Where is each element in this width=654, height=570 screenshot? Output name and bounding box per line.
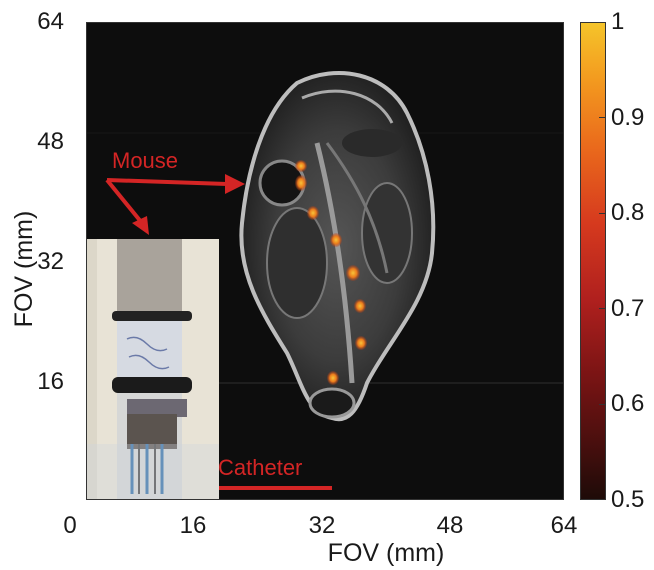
- y-tick-16: 16: [37, 368, 64, 395]
- mri-scan-image: [87, 71, 563, 499]
- mouse-arrow-head: [225, 174, 245, 194]
- colorbar-tick-0.9: 0.9: [611, 104, 645, 131]
- colorbar-tick-0.7: 0.7: [611, 295, 645, 322]
- x-tick-0: 0: [63, 512, 77, 539]
- x-tick-32: 32: [308, 512, 336, 539]
- y-tick-64: 64: [37, 8, 64, 35]
- colorbar-tick-mark: [599, 308, 606, 309]
- photo-illustration: [87, 239, 219, 499]
- mouse-photo-inset: [87, 239, 219, 499]
- y-tick-48: 48: [37, 128, 64, 155]
- x-tick-48: 48: [436, 512, 464, 539]
- x-axis-label: FOV (mm): [327, 539, 445, 567]
- x-tick-16: 16: [179, 512, 207, 539]
- mouse-callout-label: Mouse: [112, 148, 179, 173]
- y-axis-label: FOV (mm): [10, 210, 38, 328]
- colorbar-tick-mark: [599, 404, 606, 405]
- colorbar-tick-0.6: 0.6: [611, 390, 645, 417]
- mouse-arrows: [105, 178, 228, 225]
- colorbar-tick-0.5: 0.5: [611, 486, 645, 513]
- mri-image-panel: [86, 22, 564, 500]
- colorbar-tick-1: 1: [611, 8, 625, 35]
- photo-arrow-head: [132, 216, 149, 235]
- colorbar-tick-mark: [599, 117, 606, 118]
- colorbar-tick-0.8: 0.8: [611, 199, 645, 226]
- signal-hotspots: [295, 160, 367, 385]
- x-tick-64: 64: [550, 512, 578, 539]
- catheter-callout-label: Catheter: [218, 455, 303, 480]
- colorbar-tick-mark: [599, 22, 606, 23]
- colorbar: [580, 22, 606, 500]
- colorbar-tick-mark: [599, 213, 606, 214]
- y-tick-32: 32: [37, 248, 64, 275]
